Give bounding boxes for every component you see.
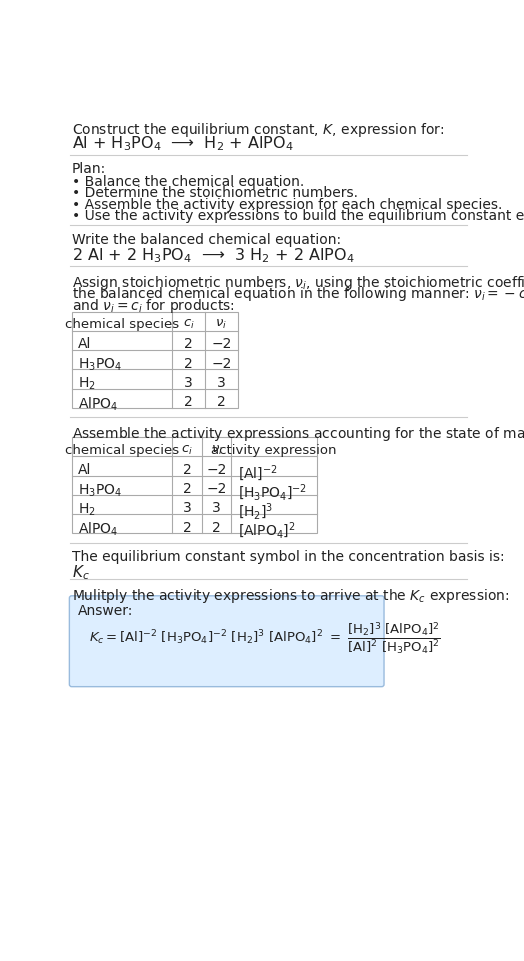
- Text: 2: 2: [184, 395, 193, 409]
- Text: Plan:: Plan:: [72, 162, 106, 176]
- Text: AlPO$_4$: AlPO$_4$: [78, 395, 118, 412]
- Bar: [72, 437, 316, 533]
- Text: 3: 3: [217, 376, 226, 390]
- Text: and $\nu_i = c_i$ for products:: and $\nu_i = c_i$ for products:: [72, 297, 235, 315]
- Text: 2 Al + 2 H$_3$PO$_4$  ⟶  3 H$_2$ + 2 AlPO$_4$: 2 Al + 2 H$_3$PO$_4$ ⟶ 3 H$_2$ + 2 AlPO$…: [72, 246, 354, 265]
- Text: $c_i$: $c_i$: [183, 318, 194, 332]
- Text: Assign stoichiometric numbers, $\nu_i$, using the stoichiometric coefficients, $: Assign stoichiometric numbers, $\nu_i$, …: [72, 274, 524, 292]
- Text: 2: 2: [183, 521, 192, 534]
- Text: Construct the equilibrium constant, $K$, expression for:: Construct the equilibrium constant, $K$,…: [72, 121, 444, 139]
- Text: Mulitply the activity expressions to arrive at the $K_c$ expression:: Mulitply the activity expressions to arr…: [72, 586, 509, 604]
- Text: [H$_3$PO$_4$]$^{-2}$: [H$_3$PO$_4$]$^{-2}$: [237, 482, 307, 503]
- Text: $K_c = \mathrm{[Al]^{-2}\ [H_3PO_4]^{-2}\ [H_2]^{3}\ [AlPO_4]^{2}}$$\ =\ \dfrac{: $K_c = \mathrm{[Al]^{-2}\ [H_3PO_4]^{-2}…: [89, 621, 441, 657]
- Text: • Determine the stoichiometric numbers.: • Determine the stoichiometric numbers.: [72, 186, 358, 200]
- Text: • Balance the chemical equation.: • Balance the chemical equation.: [72, 175, 304, 188]
- Text: 2: 2: [183, 463, 192, 477]
- Text: H$_2$: H$_2$: [78, 502, 96, 518]
- Text: $K_c$: $K_c$: [72, 563, 90, 582]
- FancyBboxPatch shape: [69, 596, 384, 687]
- Text: −2: −2: [206, 482, 227, 496]
- Text: [AlPO$_4$]$^2$: [AlPO$_4$]$^2$: [237, 521, 295, 541]
- Text: Al + H$_3$PO$_4$  ⟶  H$_2$ + AlPO$_4$: Al + H$_3$PO$_4$ ⟶ H$_2$ + AlPO$_4$: [72, 135, 293, 153]
- Text: Al: Al: [78, 337, 91, 352]
- Text: H$_2$: H$_2$: [78, 376, 96, 392]
- Text: 2: 2: [184, 357, 193, 371]
- Text: AlPO$_4$: AlPO$_4$: [78, 521, 118, 538]
- Text: −2: −2: [206, 463, 227, 477]
- Text: The equilibrium constant symbol in the concentration basis is:: The equilibrium constant symbol in the c…: [72, 551, 504, 564]
- Text: $c_i$: $c_i$: [181, 444, 193, 456]
- Text: 2: 2: [212, 521, 221, 534]
- Text: activity expression: activity expression: [211, 444, 337, 456]
- Text: • Assemble the activity expression for each chemical species.: • Assemble the activity expression for e…: [72, 198, 502, 211]
- Text: chemical species: chemical species: [65, 318, 179, 332]
- Text: $\nu_i$: $\nu_i$: [215, 318, 227, 332]
- Text: H$_3$PO$_4$: H$_3$PO$_4$: [78, 482, 122, 499]
- Text: 3: 3: [184, 376, 193, 390]
- Text: Al: Al: [78, 463, 91, 477]
- Text: 3: 3: [212, 502, 221, 515]
- Text: 2: 2: [184, 337, 193, 352]
- Text: −2: −2: [211, 357, 232, 371]
- Text: 2: 2: [217, 395, 226, 409]
- Text: H$_3$PO$_4$: H$_3$PO$_4$: [78, 357, 122, 373]
- Text: Assemble the activity expressions accounting for the state of matter and $\nu_i$: Assemble the activity expressions accoun…: [72, 425, 524, 443]
- Bar: [72, 311, 237, 407]
- Text: $\nu_i$: $\nu_i$: [211, 444, 223, 456]
- Text: the balanced chemical equation in the following manner: $\nu_i = -c_i$ for react: the balanced chemical equation in the fo…: [72, 285, 524, 304]
- Text: Answer:: Answer:: [78, 604, 133, 618]
- Text: 3: 3: [183, 502, 192, 515]
- Text: −2: −2: [211, 337, 232, 352]
- Text: chemical species: chemical species: [65, 444, 179, 456]
- Text: [Al]$^{-2}$: [Al]$^{-2}$: [237, 463, 277, 482]
- Text: 2: 2: [183, 482, 192, 496]
- Text: [H$_2$]$^3$: [H$_2$]$^3$: [237, 502, 272, 522]
- Text: • Use the activity expressions to build the equilibrium constant expression.: • Use the activity expressions to build …: [72, 209, 524, 223]
- Text: Write the balanced chemical equation:: Write the balanced chemical equation:: [72, 234, 341, 247]
